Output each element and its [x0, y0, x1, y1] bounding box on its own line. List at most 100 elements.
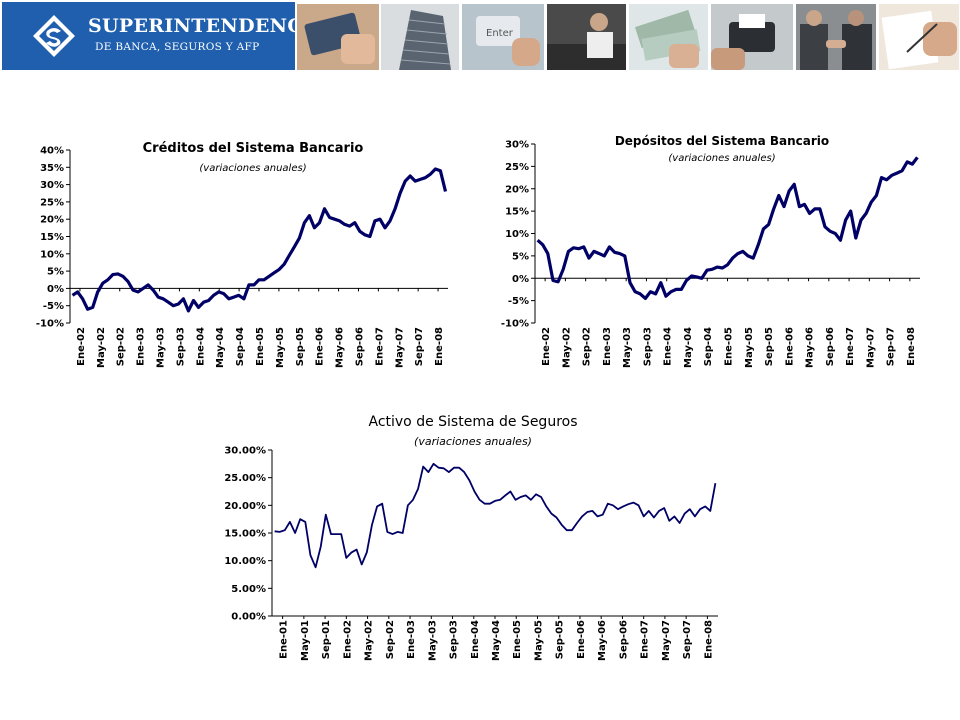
x-tick-label: Sep-02: [385, 620, 396, 659]
y-tick-label: 15%: [40, 232, 64, 243]
x-tick-label: Sep-03: [449, 620, 460, 659]
x-tick-label: Sep-02: [116, 327, 127, 366]
x-tick-label: May-04: [491, 620, 502, 661]
x-tick-label: May-06: [335, 327, 346, 368]
photo-credit-card: [297, 4, 379, 70]
photo-card-terminal: [711, 4, 793, 70]
creditos-chart: Créditos del Sistema Bancario (variacion…: [36, 141, 448, 368]
x-tick-label: May-07: [661, 620, 672, 661]
x-tick-label: May-04: [683, 327, 694, 368]
x-tick-label: Ene-02: [342, 620, 353, 659]
photo-signing: [879, 4, 959, 70]
y-tick-label: 5%: [512, 251, 529, 262]
series-line: [274, 462, 717, 569]
y-tick-label: 10.00%: [224, 556, 266, 567]
x-tick-label: Sep-05: [295, 327, 306, 366]
x-tick-label: May-03: [622, 327, 633, 368]
x-tick-label: May-04: [215, 327, 226, 368]
x-tick-label: May-02: [96, 327, 107, 368]
y-tick-label: 30%: [505, 140, 529, 151]
x-tick-label: Ene-03: [602, 327, 613, 366]
y-tick-label: 15.00%: [224, 529, 266, 540]
photo-money: [629, 4, 708, 70]
x-tick-label: May-02: [364, 620, 375, 661]
x-tick-label: Ene-04: [195, 327, 206, 366]
x-tick-label: Ene-08: [434, 327, 445, 366]
y-tick-label: 0%: [47, 284, 64, 295]
chart-subtitle: (variaciones anuales): [199, 163, 306, 174]
y-tick-label: 25.00%: [224, 473, 266, 484]
depositos-chart: Depósitos del Sistema Bancario (variacio…: [501, 134, 920, 368]
photo-handshake: [796, 4, 876, 70]
y-tick-label: 0%: [512, 274, 529, 285]
y-tick-label: -10%: [36, 319, 64, 330]
x-tick-label: Sep-07: [414, 327, 425, 366]
chart-title: Depósitos del Sistema Bancario: [615, 134, 829, 148]
y-tick-label: 25%: [40, 197, 64, 208]
x-tick-label: May-07: [865, 327, 876, 368]
y-tick-label: 10%: [505, 229, 529, 240]
y-tick-label: -10%: [501, 319, 529, 330]
x-tick-label: Sep-04: [703, 327, 714, 366]
x-tick-label: Sep-04: [235, 327, 246, 366]
x-tick-label: May-07: [394, 327, 405, 368]
x-tick-label: Ene-07: [845, 327, 856, 366]
photo-office-worker: [547, 4, 626, 70]
y-tick-label: 35%: [40, 163, 64, 174]
chart-subtitle: (variaciones anuales): [668, 153, 775, 164]
y-tick-label: -5%: [508, 296, 529, 307]
x-tick-label: Ene-08: [906, 327, 917, 366]
x-tick-label: Sep-07: [682, 620, 693, 659]
chart-subtitle: (variaciones anuales): [414, 435, 532, 448]
x-tick-label: Ene-05: [255, 327, 266, 366]
sbs-logo: SUPERINTENDENCIA DE BANCA, SEGUROS Y AFP: [2, 2, 327, 70]
y-tick-label: 30.00%: [224, 446, 266, 457]
x-tick-label: Sep-05: [555, 620, 566, 659]
logo-subtitle: DE BANCA, SEGUROS Y AFP: [95, 41, 260, 53]
x-tick-label: May-05: [533, 620, 544, 661]
y-tick-label: 5%: [47, 267, 64, 278]
series-line: [71, 167, 448, 313]
x-tick-label: Ene-03: [136, 327, 147, 366]
x-tick-label: Ene-07: [374, 327, 385, 366]
logo-title: SUPERINTENDENCIA: [88, 15, 327, 37]
svg-text:Enter: Enter: [486, 28, 514, 39]
x-tick-label: May-05: [744, 327, 755, 368]
x-tick-label: May-05: [275, 327, 286, 368]
x-tick-label: Ene-07: [640, 620, 651, 659]
x-tick-label: Sep-02: [582, 327, 593, 366]
x-tick-label: Sep-06: [618, 620, 629, 659]
photo-building: [381, 4, 459, 70]
y-tick-label: 30%: [40, 180, 64, 191]
y-tick-label: 20%: [505, 184, 529, 195]
chart-title: Créditos del Sistema Bancario: [143, 141, 364, 156]
x-tick-label: Ene-02: [76, 327, 87, 366]
x-tick-label: May-03: [156, 327, 167, 368]
x-tick-label: Ene-06: [315, 327, 326, 366]
y-tick-label: 15%: [505, 207, 529, 218]
x-tick-label: Sep-05: [764, 327, 775, 366]
x-tick-label: Sep-01: [321, 620, 332, 659]
y-tick-label: 10%: [40, 249, 64, 260]
x-tick-label: Ene-01: [279, 620, 290, 659]
x-tick-label: Ene-05: [724, 327, 735, 366]
x-tick-label: Ene-03: [406, 620, 417, 659]
x-tick-label: Sep-03: [175, 327, 186, 366]
y-tick-label: 25%: [505, 162, 529, 173]
seguros-chart: Activo de Sistema de Seguros (variacione…: [224, 414, 718, 661]
logo-diamond-icon: [33, 15, 75, 57]
x-tick-label: Ene-04: [663, 327, 674, 366]
photo-keyboard: Enter: [462, 4, 544, 70]
x-tick-label: May-06: [597, 620, 608, 661]
x-tick-label: May-03: [427, 620, 438, 661]
x-tick-label: Ene-06: [784, 327, 795, 366]
x-tick-label: Sep-06: [354, 327, 365, 366]
header-banner: SUPERINTENDENCIA DE BANCA, SEGUROS Y AFP…: [0, 0, 960, 74]
y-tick-label: 20.00%: [224, 501, 266, 512]
x-tick-label: May-01: [300, 620, 311, 661]
x-tick-label: Ene-04: [470, 620, 481, 659]
x-tick-label: Sep-07: [886, 327, 897, 366]
y-tick-label: 0.00%: [231, 612, 266, 623]
y-tick-label: 20%: [40, 215, 64, 226]
y-tick-label: 5.00%: [231, 584, 266, 595]
